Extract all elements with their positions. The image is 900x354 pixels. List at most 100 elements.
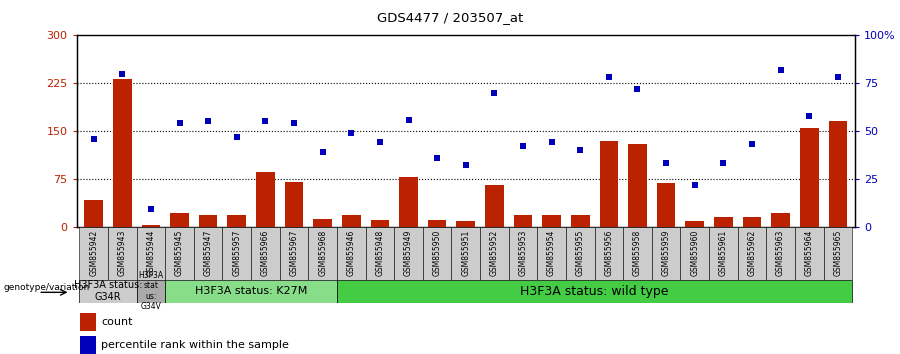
Bar [686, 222, 704, 227]
FancyBboxPatch shape [623, 227, 652, 280]
Text: GDS4477 / 203507_at: GDS4477 / 203507_at [377, 11, 523, 24]
FancyBboxPatch shape [337, 280, 852, 303]
Point [716, 161, 731, 166]
FancyBboxPatch shape [194, 227, 222, 280]
Text: GSM855950: GSM855950 [433, 230, 442, 276]
Point [458, 162, 473, 168]
Bar [80, 313, 96, 331]
Bar [657, 183, 675, 227]
Point [230, 134, 244, 139]
Text: GSM855956: GSM855956 [605, 230, 614, 276]
Point [688, 182, 702, 187]
FancyBboxPatch shape [166, 227, 194, 280]
Text: percentile rank within the sample: percentile rank within the sample [102, 340, 289, 350]
Bar [170, 212, 189, 227]
Point [630, 86, 644, 92]
Point [201, 119, 215, 124]
FancyBboxPatch shape [766, 227, 795, 280]
FancyBboxPatch shape [652, 227, 680, 280]
Bar [313, 219, 332, 227]
Bar [514, 215, 532, 227]
FancyBboxPatch shape [137, 227, 166, 280]
Text: GSM855946: GSM855946 [346, 230, 356, 276]
Text: GSM855942: GSM855942 [89, 230, 98, 276]
Point [745, 142, 760, 147]
Text: GSM855945: GSM855945 [175, 230, 184, 276]
FancyBboxPatch shape [595, 227, 623, 280]
Point [802, 113, 816, 119]
FancyBboxPatch shape [452, 227, 480, 280]
FancyBboxPatch shape [137, 280, 166, 303]
Point [573, 147, 588, 153]
Point [287, 120, 302, 126]
Bar [599, 141, 618, 227]
Text: GSM855966: GSM855966 [261, 230, 270, 276]
Point [831, 75, 845, 80]
Point [516, 143, 530, 149]
Text: GSM855967: GSM855967 [290, 230, 299, 276]
Point [773, 67, 788, 73]
FancyBboxPatch shape [795, 227, 824, 280]
Text: GSM855955: GSM855955 [576, 230, 585, 276]
Bar [485, 185, 504, 227]
Point [659, 161, 673, 166]
Text: GSM855959: GSM855959 [662, 230, 670, 276]
FancyBboxPatch shape [394, 227, 423, 280]
Text: GSM855961: GSM855961 [719, 230, 728, 276]
Bar [80, 336, 96, 354]
Point [172, 120, 186, 126]
Bar [284, 182, 303, 227]
Point [544, 139, 559, 145]
Text: GSM855947: GSM855947 [203, 230, 212, 276]
Text: GSM855962: GSM855962 [748, 230, 757, 276]
Bar [771, 212, 790, 227]
Bar [256, 172, 274, 227]
Bar [428, 220, 446, 227]
FancyBboxPatch shape [738, 227, 766, 280]
FancyBboxPatch shape [566, 227, 595, 280]
Bar [113, 79, 131, 227]
Bar [714, 217, 733, 227]
FancyBboxPatch shape [480, 227, 508, 280]
Text: GSM855958: GSM855958 [633, 230, 642, 276]
FancyBboxPatch shape [537, 227, 566, 280]
Bar [371, 220, 389, 227]
Bar [829, 121, 847, 227]
Text: GSM855953: GSM855953 [518, 230, 527, 276]
Text: GSM855948: GSM855948 [375, 230, 384, 276]
Point [315, 149, 329, 155]
Point [258, 119, 273, 124]
Text: H3F3A
stat
us:
G34V: H3F3A stat us: G34V [139, 271, 164, 311]
Text: GSM855964: GSM855964 [805, 230, 814, 276]
FancyBboxPatch shape [222, 227, 251, 280]
Point [487, 90, 501, 96]
FancyBboxPatch shape [79, 227, 108, 280]
Text: GSM855944: GSM855944 [147, 230, 156, 276]
FancyBboxPatch shape [508, 227, 537, 280]
FancyBboxPatch shape [337, 227, 365, 280]
FancyBboxPatch shape [166, 280, 337, 303]
FancyBboxPatch shape [309, 227, 337, 280]
Bar [571, 215, 590, 227]
Text: H3F3A status: K27M: H3F3A status: K27M [195, 286, 307, 296]
Bar [228, 215, 246, 227]
FancyBboxPatch shape [680, 227, 709, 280]
FancyBboxPatch shape [79, 280, 137, 303]
Text: GSM855968: GSM855968 [318, 230, 327, 276]
Text: GSM855965: GSM855965 [833, 230, 842, 276]
FancyBboxPatch shape [108, 227, 137, 280]
Text: GSM855949: GSM855949 [404, 230, 413, 276]
Text: GSM855954: GSM855954 [547, 230, 556, 276]
FancyBboxPatch shape [709, 227, 738, 280]
Text: genotype/variation: genotype/variation [4, 283, 90, 292]
FancyBboxPatch shape [365, 227, 394, 280]
Bar [742, 217, 761, 227]
Point [86, 136, 101, 142]
Text: GSM855951: GSM855951 [461, 230, 470, 276]
Text: GSM855960: GSM855960 [690, 230, 699, 276]
Text: GSM855943: GSM855943 [118, 230, 127, 276]
Text: count: count [102, 317, 133, 327]
Bar [543, 215, 561, 227]
Point [430, 155, 445, 161]
Bar [400, 177, 418, 227]
